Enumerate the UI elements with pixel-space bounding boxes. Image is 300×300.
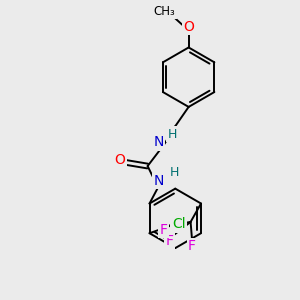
Text: Cl: Cl — [172, 217, 185, 231]
Text: N: N — [153, 174, 164, 188]
Text: O: O — [183, 20, 194, 34]
Text: F: F — [166, 234, 174, 248]
Text: CH₃: CH₃ — [153, 5, 175, 18]
Text: H: H — [170, 166, 179, 179]
Text: N: N — [153, 135, 164, 149]
Text: F: F — [188, 239, 196, 253]
Text: H: H — [168, 128, 177, 141]
Text: O: O — [114, 152, 125, 167]
Text: F: F — [159, 223, 167, 237]
